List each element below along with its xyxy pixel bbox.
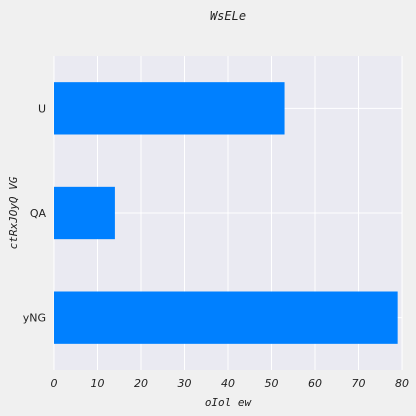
x-tick-label: 50 <box>265 377 279 390</box>
bar-yng <box>54 291 398 344</box>
bar-qa <box>54 186 115 240</box>
x-tick-label: 10 <box>91 377 105 390</box>
y-tick-label: QA <box>30 207 47 220</box>
y-tick-label: U <box>38 102 46 115</box>
bars <box>54 82 398 344</box>
x-tick-label: 70 <box>352 377 366 390</box>
x-tick-label: 60 <box>308 377 322 390</box>
x-tick-label: 80 <box>395 377 409 390</box>
x-tick-label: 40 <box>221 377 235 390</box>
x-tick-labels: 0 10 20 30 40 50 60 70 80 <box>51 377 410 390</box>
x-tick-label: 0 <box>51 377 58 390</box>
y-axis-title: ctRxJOyQ VG <box>7 176 20 249</box>
x-tick-label: 30 <box>178 377 192 390</box>
x-tick-label: 20 <box>134 377 148 390</box>
x-axis-title: oIol ew <box>205 396 253 409</box>
y-tick-label: yNG <box>23 312 46 325</box>
bar-u <box>54 82 285 135</box>
y-tick-labels: yNG QA U <box>23 102 47 324</box>
chart-title: WsELe <box>210 9 246 23</box>
